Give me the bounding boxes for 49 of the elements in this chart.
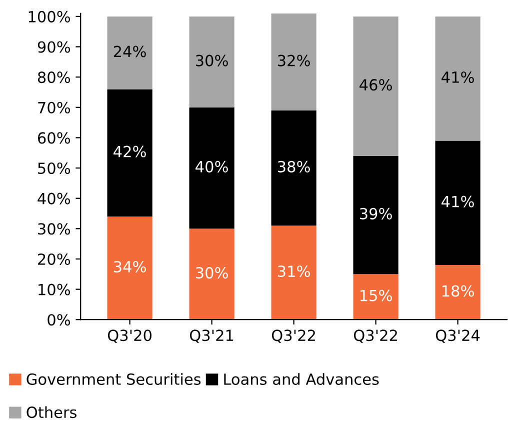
data-label: 41% [442, 196, 474, 208]
y-tick-label: 60% [38, 132, 70, 144]
data-label: 41% [442, 71, 474, 84]
x-tick-label: Q3'22 [272, 330, 315, 343]
y-tick-label: 100% [28, 10, 70, 22]
data-label: 15% [360, 290, 392, 302]
data-label: 34% [114, 260, 146, 272]
legend-label: Government Securities [26, 373, 201, 385]
bar [435, 140, 480, 266]
y-tick-label: 30% [38, 223, 70, 235]
data-label: 31% [278, 265, 310, 278]
data-label: 40% [196, 160, 228, 172]
data-label: 24% [114, 46, 146, 58]
data-label: 38% [278, 160, 310, 172]
bar [107, 89, 152, 217]
data-label: 46% [360, 79, 392, 91]
x-tick-label: Q3'22 [354, 330, 397, 343]
bar [189, 228, 234, 320]
data-label: 39% [360, 208, 392, 220]
bar [107, 216, 152, 320]
data-label: 18% [442, 285, 474, 297]
bar [353, 16, 398, 156]
y-tick-label: 80% [38, 72, 70, 84]
bar [435, 16, 480, 141]
y-tick-label: 90% [38, 41, 70, 53]
x-tick-label: Q3'21 [190, 330, 234, 343]
x-tick-label: Q3'20 [108, 330, 152, 343]
bar [107, 16, 152, 90]
bar [353, 156, 398, 274]
y-tick-label: 40% [38, 192, 70, 204]
legend-label: Others [26, 406, 76, 418]
bar [189, 107, 234, 229]
bar [271, 13, 316, 110]
data-label: 32% [278, 54, 310, 66]
x-tick-label: Q3'24 [436, 330, 480, 343]
y-tick-label: 0% [48, 314, 70, 326]
data-label: 30% [196, 54, 228, 66]
bar [189, 16, 234, 108]
legend-label: Loans and Advances [224, 373, 379, 385]
data-label: 30% [196, 267, 228, 279]
bar [435, 265, 480, 320]
y-tick-label: 70% [38, 102, 70, 114]
y-tick-label: 20% [38, 253, 70, 265]
bar [271, 226, 316, 320]
bar [271, 110, 316, 226]
y-tick-label: 10% [38, 284, 70, 296]
y-tick-label: 50% [38, 162, 70, 174]
data-label: 42% [114, 146, 146, 158]
bar [353, 274, 398, 320]
